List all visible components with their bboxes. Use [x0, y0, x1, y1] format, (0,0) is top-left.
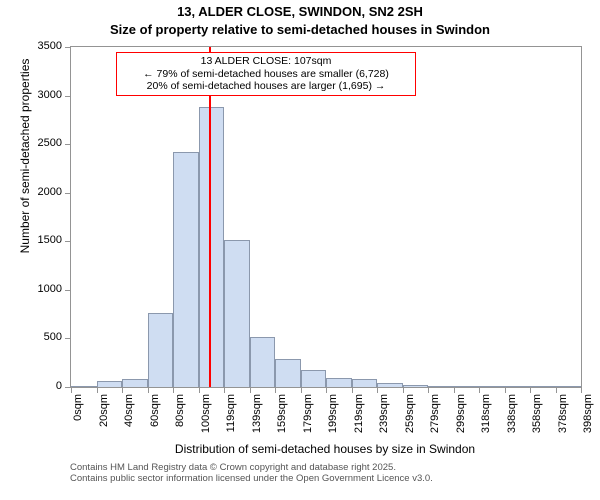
attribution-line2: Contains public sector information licen…: [70, 473, 433, 484]
annotation-line2: ← 79% of semi-detached houses are smalle…: [121, 68, 411, 81]
property-marker-line: [209, 47, 211, 387]
xtick: [479, 387, 480, 393]
xtick: [403, 387, 404, 393]
xtick-label: 0sqm: [72, 394, 84, 444]
histogram-bar: [454, 386, 480, 387]
xtick: [301, 387, 302, 393]
ytick: [65, 290, 71, 291]
xtick-label: 100sqm: [200, 394, 212, 444]
xtick: [71, 387, 72, 393]
xtick-label: 358sqm: [531, 394, 543, 444]
histogram-bar: [148, 313, 174, 387]
xtick-label: 20sqm: [98, 394, 110, 444]
xtick: [454, 387, 455, 393]
xtick-label: 378sqm: [557, 394, 569, 444]
xtick-label: 219sqm: [353, 394, 365, 444]
xtick: [224, 387, 225, 393]
chart-title-line1: 13, ALDER CLOSE, SWINDON, SN2 2SH: [0, 4, 600, 19]
xtick: [250, 387, 251, 393]
ytick-label: 500: [44, 331, 62, 343]
histogram-bar: [301, 370, 327, 387]
xtick: [530, 387, 531, 393]
histogram-bar: [122, 379, 148, 387]
xtick-label: 179sqm: [302, 394, 314, 444]
histogram-bar: [199, 107, 225, 387]
histogram-bar: [250, 337, 276, 388]
xtick-label: 398sqm: [582, 394, 594, 444]
xtick-label: 318sqm: [480, 394, 492, 444]
xtick: [428, 387, 429, 393]
xtick: [199, 387, 200, 393]
xtick-label: 199sqm: [327, 394, 339, 444]
ytick-label: 2500: [38, 137, 62, 149]
xtick: [97, 387, 98, 393]
ytick-label: 1000: [38, 283, 62, 295]
ytick-label: 3000: [38, 89, 62, 101]
ytick: [65, 193, 71, 194]
xtick: [505, 387, 506, 393]
histogram-bar: [505, 386, 531, 387]
plot-area: [70, 46, 582, 388]
histogram-bar: [275, 359, 301, 387]
attribution-text: Contains HM Land Registry data © Crown c…: [70, 462, 433, 485]
xtick-label: 299sqm: [455, 394, 467, 444]
histogram-bar: [352, 379, 378, 387]
ytick: [65, 241, 71, 242]
ytick: [65, 144, 71, 145]
xtick: [173, 387, 174, 393]
xtick-label: 279sqm: [429, 394, 441, 444]
xtick: [148, 387, 149, 393]
histogram-bar: [326, 378, 352, 387]
chart-container: 13, ALDER CLOSE, SWINDON, SN2 2SH Size o…: [0, 0, 600, 500]
y-axis-label: Number of semi-detached properties: [18, 0, 32, 326]
histogram-bar: [97, 381, 123, 387]
ytick: [65, 96, 71, 97]
xtick-label: 159sqm: [276, 394, 288, 444]
xtick: [122, 387, 123, 393]
annotation-line3: 20% of semi-detached houses are larger (…: [121, 80, 411, 93]
xtick-label: 259sqm: [404, 394, 416, 444]
xtick-label: 338sqm: [506, 394, 518, 444]
xtick-label: 119sqm: [225, 394, 237, 444]
histogram-bar: [530, 386, 556, 387]
ytick: [65, 47, 71, 48]
xtick-label: 239sqm: [378, 394, 390, 444]
ytick-label: 2000: [38, 186, 62, 198]
ytick: [65, 338, 71, 339]
xtick: [377, 387, 378, 393]
xtick-label: 60sqm: [149, 394, 161, 444]
annotation-line1: 13 ALDER CLOSE: 107sqm: [121, 55, 411, 68]
chart-title-line2: Size of property relative to semi-detach…: [0, 22, 600, 37]
histogram-bar: [479, 386, 505, 387]
xtick-label: 40sqm: [123, 394, 135, 444]
ytick-label: 3500: [38, 40, 62, 52]
annotation-box: 13 ALDER CLOSE: 107sqm← 79% of semi-deta…: [116, 52, 416, 96]
histogram-bar: [224, 240, 250, 387]
attribution-line1: Contains HM Land Registry data © Crown c…: [70, 462, 433, 473]
xtick: [275, 387, 276, 393]
histogram-bar: [428, 386, 454, 387]
histogram-bar: [173, 152, 199, 387]
ytick-label: 0: [56, 380, 62, 392]
histogram-bar: [556, 386, 582, 387]
xtick-label: 139sqm: [251, 394, 263, 444]
histogram-bar: [71, 386, 97, 387]
histogram-bar: [377, 383, 403, 387]
xtick: [352, 387, 353, 393]
xtick: [581, 387, 582, 393]
x-axis-label: Distribution of semi-detached houses by …: [70, 442, 580, 456]
histogram-bar: [403, 385, 429, 387]
ytick-label: 1500: [38, 234, 62, 246]
xtick: [326, 387, 327, 393]
xtick-label: 80sqm: [174, 394, 186, 444]
xtick: [556, 387, 557, 393]
